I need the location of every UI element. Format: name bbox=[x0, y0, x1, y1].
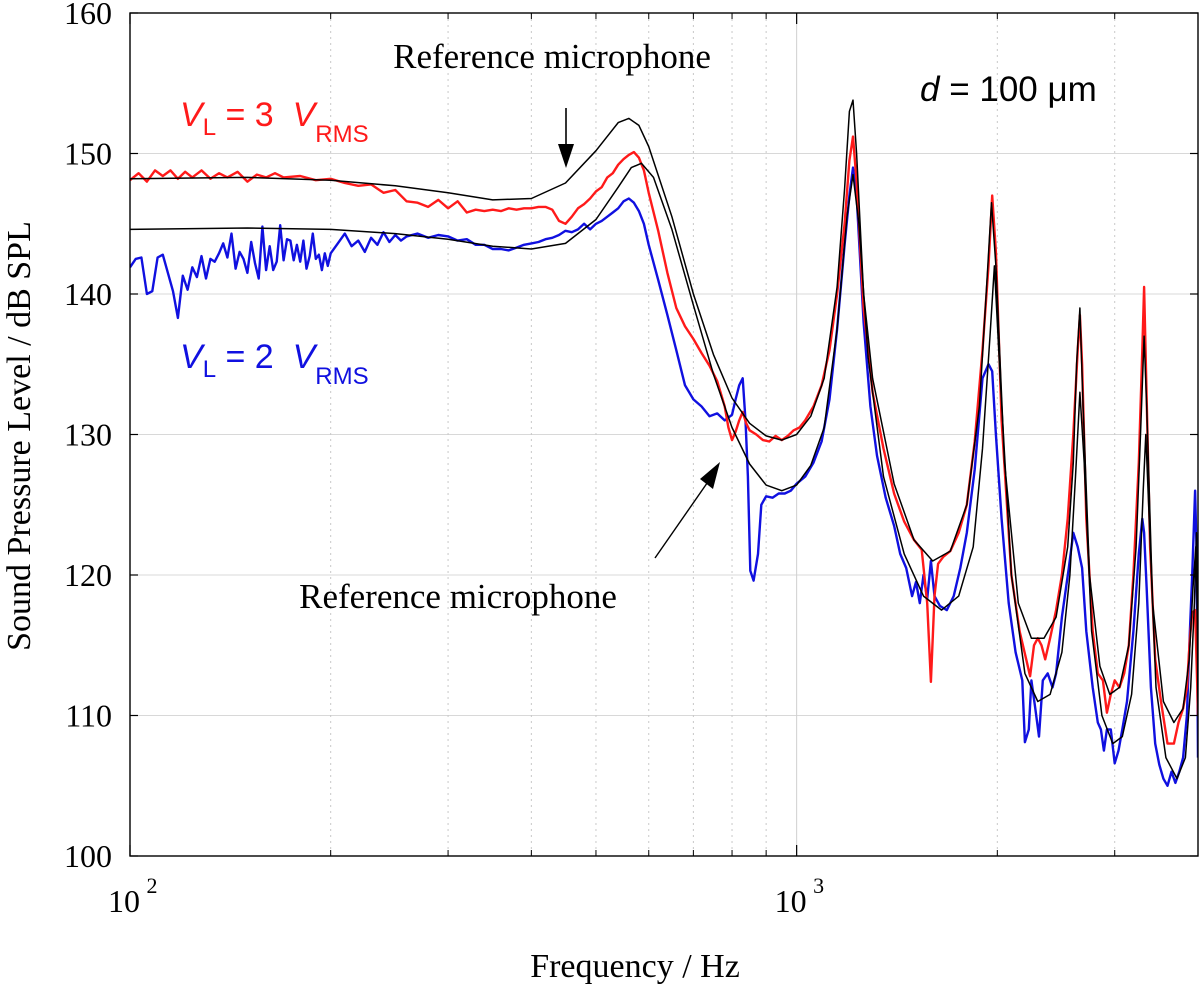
legend-3v-rms: RMS bbox=[315, 121, 368, 148]
arrow-bottom-head bbox=[700, 462, 720, 489]
y-tick-label: 150 bbox=[64, 136, 112, 172]
grid bbox=[130, 13, 1198, 856]
annotation-gap-size: d = 100 μm bbox=[920, 70, 1097, 109]
x-tick-label-exponent: 3 bbox=[813, 873, 824, 898]
series-line-vl-3-vrms bbox=[130, 135, 1198, 745]
y-tick-label: 130 bbox=[64, 417, 112, 453]
legend-2v-var2: V bbox=[293, 338, 319, 376]
legend-label-3v: VL = 3 VRMS bbox=[180, 96, 369, 148]
legend-2v-var: V bbox=[180, 338, 206, 376]
y-tick-label: 120 bbox=[64, 557, 112, 593]
legend-2v-rms: RMS bbox=[315, 363, 368, 390]
arrow-bottom-shaft bbox=[654, 475, 713, 559]
legend-3v-sub: L bbox=[203, 114, 216, 141]
legend-label-2v: VL = 2 VRMS bbox=[180, 338, 369, 390]
legend-3v-var2: V bbox=[293, 96, 319, 134]
x-axis-label: Frequency / Hz bbox=[530, 948, 740, 985]
legend-3v-var: V bbox=[180, 96, 206, 134]
legend-2v-eq: = 2 bbox=[216, 338, 293, 376]
y-tick-label: 110 bbox=[65, 698, 112, 734]
arrow-top-head bbox=[558, 144, 574, 168]
legend-2v-sub: L bbox=[203, 356, 216, 383]
y-tick-label: 160 bbox=[64, 0, 112, 31]
x-tick-label: 10 bbox=[775, 883, 807, 919]
series-line-reference-microphone-2-v bbox=[130, 162, 1198, 780]
param-symbol: d bbox=[920, 70, 941, 109]
x-tick-label-exponent: 2 bbox=[147, 873, 158, 898]
series-line-reference-microphone-3-v bbox=[130, 99, 1198, 724]
legend-3v-eq: = 3 bbox=[216, 96, 293, 134]
series-line-vl-2-vrms bbox=[130, 166, 1198, 787]
y-axis-label: Sound Pressure Level / dB SPL bbox=[1, 221, 38, 651]
y-tick-label: 140 bbox=[64, 276, 112, 312]
series-layer bbox=[130, 99, 1198, 787]
annotation-reference-bottom: Reference microphone bbox=[299, 577, 617, 616]
arrow-reference-top bbox=[558, 108, 574, 168]
param-value: = 100 μm bbox=[939, 70, 1096, 109]
x-tick-label: 10 bbox=[108, 883, 140, 919]
arrow-reference-bottom bbox=[654, 462, 720, 559]
annotation-reference-top: Reference microphone bbox=[393, 37, 711, 76]
y-tick-label: 100 bbox=[64, 838, 112, 874]
